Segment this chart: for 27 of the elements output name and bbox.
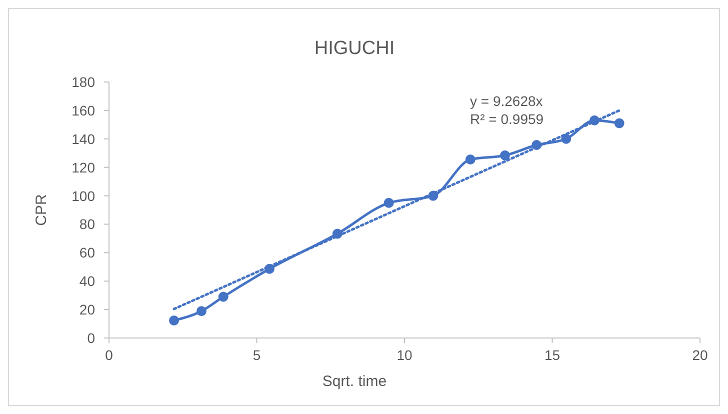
point — [169, 316, 180, 326]
x-tick-label: 0 — [105, 347, 114, 363]
y-tick-label: 20 — [79, 302, 96, 318]
y-tick-label: 40 — [79, 273, 96, 290]
x-tick-label: 15 — [544, 347, 560, 363]
x-tick-label: 20 — [692, 347, 708, 363]
annotation: y = 9.2628x — [470, 93, 543, 109]
point — [384, 198, 394, 208]
x-axis-title: Sqrt. time — [322, 373, 387, 390]
y-axis-title: CPR — [33, 194, 50, 226]
point — [614, 118, 624, 128]
y-tick-label: 100 — [72, 188, 96, 204]
point — [196, 306, 206, 316]
point — [465, 154, 476, 165]
y-tick-label: 60 — [79, 244, 96, 261]
annotation: R² = 0.9959 — [470, 111, 544, 127]
chart-title: HIGUCHI — [314, 38, 395, 59]
x-tick-label: 10 — [396, 347, 412, 363]
y-tick-label: 140 — [72, 130, 96, 147]
point — [218, 292, 228, 302]
y-tick-label: 80 — [79, 216, 96, 232]
y-tick-label: 160 — [72, 102, 96, 118]
y-tick-label: 180 — [72, 74, 96, 90]
y-tick-label: 0 — [87, 330, 96, 346]
y-tick-label: 120 — [72, 159, 96, 176]
x-tick-label: 5 — [252, 347, 261, 363]
point — [500, 150, 510, 160]
